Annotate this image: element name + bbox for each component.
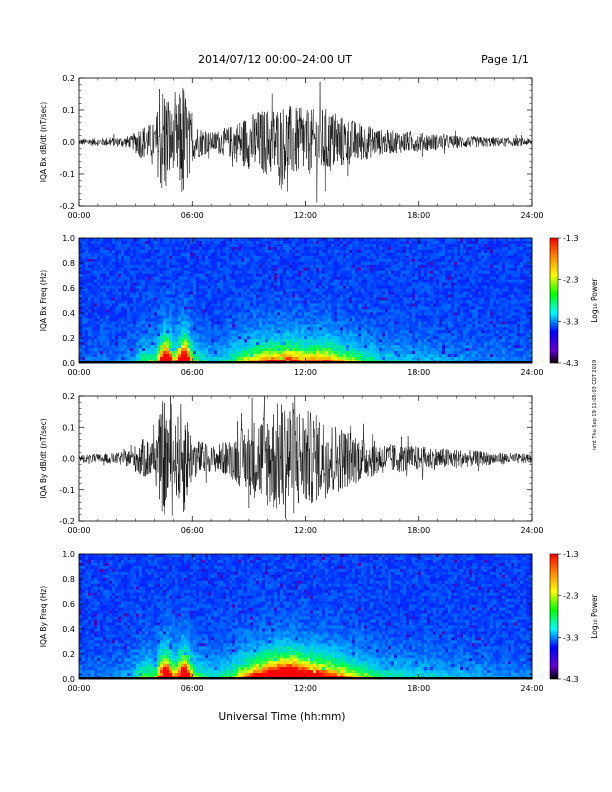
y-tick-label: 0.6 [62, 600, 75, 609]
x-tick-label: 12:00 [294, 526, 317, 535]
colorbar-tick-label: -1.3 [563, 550, 579, 559]
y-tick-label: 0.8 [62, 259, 75, 268]
x-tick-label: 18:00 [407, 368, 430, 377]
y-tick-label: 0.0 [62, 138, 75, 147]
page-title: 2014/07/12 00:00–24:00 UT [197, 53, 353, 66]
y-tick-label: 0.1 [62, 423, 75, 432]
waveform-series [78, 395, 533, 519]
colorbar-tick-label: -1.3 [563, 234, 579, 243]
x-tick-label: 24:00 [520, 526, 543, 535]
colorbar-tick-label: -3.3 [563, 633, 579, 642]
colorbar-tick-label: -4.3 [563, 675, 579, 684]
y-tick-label: 0.2 [62, 334, 75, 343]
x-tick-label: 00:00 [67, 368, 90, 377]
x-tick-label: 12:00 [294, 684, 317, 693]
x-tick-label: 06:00 [181, 526, 204, 535]
y-axis-label: IQA Bx Freq (Hz) [39, 270, 48, 332]
x-tick-label: 06:00 [181, 211, 204, 220]
y-tick-label: -0.1 [59, 486, 75, 495]
x-tick-label: 00:00 [67, 526, 90, 535]
y-tick-label: 0.4 [62, 625, 75, 634]
colorbar-tick-label: -4.3 [563, 359, 579, 368]
page-number: Page 1/1 [481, 53, 529, 66]
x-tick-label: 18:00 [407, 211, 430, 220]
x-tick-label: 18:00 [407, 684, 430, 693]
y-tick-label: 0.1 [62, 106, 75, 115]
colorbar-label: Log₁₀ Power [590, 277, 599, 322]
y-tick-label: 0.0 [62, 359, 75, 368]
y-tick-label: -0.1 [59, 170, 75, 179]
y-tick-label: 0.0 [62, 675, 75, 684]
colorbar-tick-label: -3.3 [563, 317, 579, 326]
y-tick-label: 0.2 [62, 74, 75, 83]
y-axis-label: IQA By Freq (Hz) [39, 586, 48, 648]
y-tick-label: 0.6 [62, 284, 75, 293]
side-timestamp: nmt Thu Sep 19 11:05:03 CDT 2019 [592, 360, 598, 450]
x-tick-label: 24:00 [520, 211, 543, 220]
colorbar [549, 553, 559, 680]
spectrogram-image [79, 554, 533, 680]
y-tick-label: -0.2 [59, 517, 75, 526]
x-tick-label: 24:00 [520, 684, 543, 693]
y-tick-label: 0.8 [62, 575, 75, 584]
y-tick-label: 0.0 [62, 455, 75, 464]
x-tick-label: 00:00 [67, 684, 90, 693]
y-tick-label: 1.0 [62, 550, 75, 559]
y-tick-label: -0.2 [59, 202, 75, 211]
y-axis-label: IQA By dB/dt (nT/sec) [39, 418, 48, 499]
colorbar-tick-label: -2.3 [563, 592, 579, 601]
x-tick-label: 12:00 [294, 211, 317, 220]
x-tick-label: 06:00 [181, 684, 204, 693]
waveform-series [78, 81, 533, 203]
colorbar-label: Log₁₀ Power [590, 593, 599, 638]
x-tick-label: 18:00 [407, 526, 430, 535]
colorbar-tick-label: -2.3 [563, 276, 579, 285]
y-tick-label: 0.2 [62, 650, 75, 659]
x-axis-title: Universal Time (hh:mm) [219, 711, 346, 723]
x-tick-label: 06:00 [181, 368, 204, 377]
y-tick-label: 0.2 [62, 392, 75, 401]
x-tick-label: 00:00 [67, 211, 90, 220]
x-tick-label: 24:00 [520, 368, 543, 377]
y-tick-label: 0.4 [62, 309, 75, 318]
x-tick-label: 12:00 [294, 368, 317, 377]
spectrogram-image [79, 238, 533, 364]
y-tick-label: 1.0 [62, 234, 75, 243]
colorbar [549, 237, 559, 364]
y-axis-label: IQA Bx dB/dt (nT/sec) [39, 102, 48, 183]
